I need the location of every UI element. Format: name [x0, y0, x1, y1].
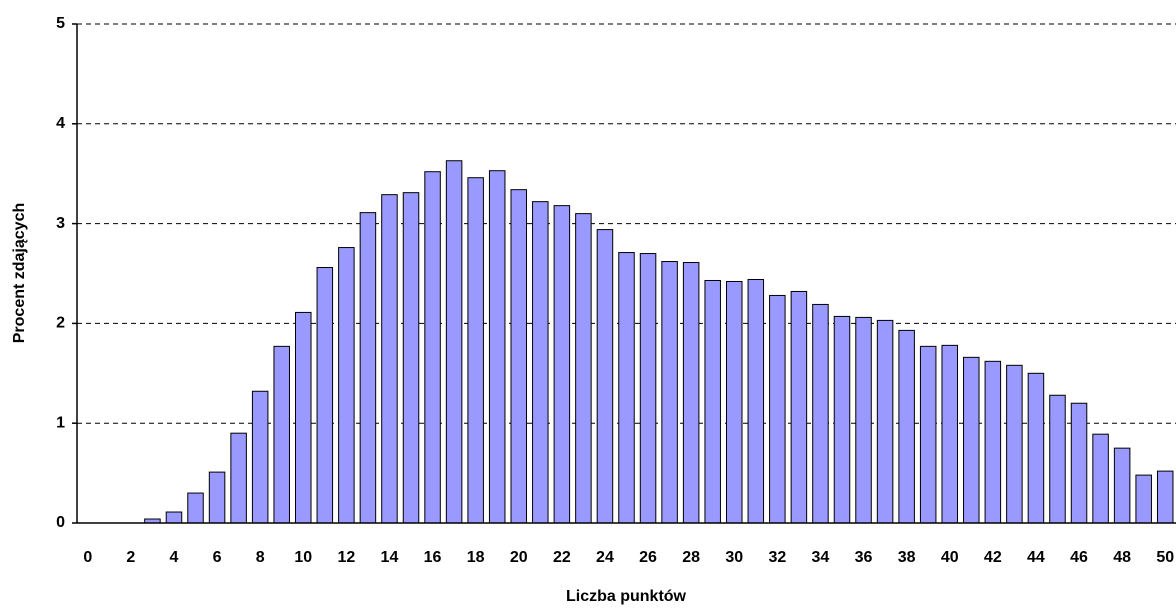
x-tick-label: 46 — [1070, 549, 1088, 566]
bar — [833, 315, 851, 524]
bar — [1113, 447, 1131, 524]
y-tick-label: 2 — [56, 315, 65, 332]
bar — [251, 390, 269, 524]
x-tick-label: 14 — [381, 549, 399, 566]
bar — [381, 194, 398, 524]
y-tick-label: 1 — [56, 414, 65, 431]
x-tick-label: 44 — [1027, 549, 1045, 566]
bar — [553, 205, 571, 524]
y-axis-title: Procent zdających — [11, 203, 28, 344]
x-tick-label: 40 — [941, 549, 959, 566]
bar — [1049, 394, 1066, 524]
bar — [338, 247, 355, 524]
y-tick-label: 0 — [56, 514, 65, 531]
bar — [1027, 372, 1045, 524]
x-tick-label: 28 — [682, 549, 700, 566]
bar — [618, 252, 635, 524]
bar — [402, 192, 420, 524]
x-tick-label: 10 — [294, 549, 312, 566]
x-tick-label: 18 — [467, 549, 485, 566]
bar — [661, 261, 678, 524]
bar — [1156, 470, 1174, 524]
x-tick-label: 24 — [596, 549, 614, 566]
x-tick-label: 12 — [337, 549, 355, 566]
x-axis-title: Liczba punktów — [566, 588, 687, 605]
bar — [316, 267, 334, 524]
bar — [855, 316, 872, 524]
bar — [445, 160, 463, 524]
bar — [769, 294, 786, 524]
x-tick-label: 22 — [553, 549, 571, 566]
bar — [165, 511, 183, 524]
bar — [359, 212, 377, 524]
x-tick-label: 8 — [256, 549, 265, 566]
bar — [208, 471, 226, 524]
x-tick-label: 6 — [213, 549, 222, 566]
bar — [876, 319, 894, 524]
bar — [725, 280, 743, 524]
y-tick-label: 5 — [56, 15, 65, 32]
bar — [230, 432, 247, 524]
x-tick-label: 4 — [170, 549, 179, 566]
bar — [596, 229, 614, 524]
bar — [919, 345, 937, 524]
bar — [295, 311, 312, 524]
bar — [941, 344, 958, 524]
bar — [1092, 433, 1109, 524]
x-tick-label: 30 — [725, 549, 743, 566]
x-tick-label: 20 — [510, 549, 528, 566]
x-tick-label: 2 — [126, 549, 135, 566]
bar — [898, 329, 915, 524]
bar — [682, 262, 700, 524]
x-tick-label: 42 — [984, 549, 1002, 566]
bar — [424, 171, 441, 524]
bar — [187, 492, 204, 524]
bar — [639, 253, 657, 524]
bar — [1006, 364, 1023, 524]
x-tick-label: 38 — [898, 549, 916, 566]
bar — [1135, 474, 1152, 524]
bar — [704, 279, 721, 524]
x-tick-label: 32 — [768, 549, 786, 566]
x-tick-label: 50 — [1156, 549, 1174, 566]
bar — [812, 303, 829, 524]
x-tick-label: 48 — [1113, 549, 1131, 566]
bar — [273, 345, 290, 524]
bar — [747, 278, 765, 524]
bar — [532, 201, 549, 524]
bar — [1070, 402, 1088, 524]
bar — [510, 189, 528, 524]
bar — [467, 177, 484, 524]
bar — [575, 213, 592, 524]
bar — [488, 170, 506, 524]
x-tick-label: 16 — [424, 549, 442, 566]
x-tick-label: 36 — [855, 549, 873, 566]
bar — [963, 356, 980, 524]
y-tick-label: 4 — [56, 115, 65, 132]
bar — [790, 290, 808, 524]
x-tick-label: 26 — [639, 549, 657, 566]
x-tick-label: 0 — [83, 549, 92, 566]
y-tick-label: 3 — [56, 215, 65, 232]
bar — [984, 360, 1002, 524]
x-tick-label: 34 — [812, 549, 830, 566]
